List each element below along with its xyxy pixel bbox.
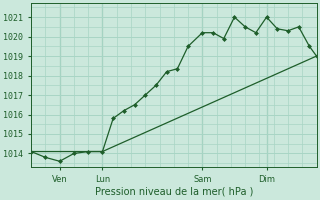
- X-axis label: Pression niveau de la mer( hPa ): Pression niveau de la mer( hPa ): [95, 187, 253, 197]
